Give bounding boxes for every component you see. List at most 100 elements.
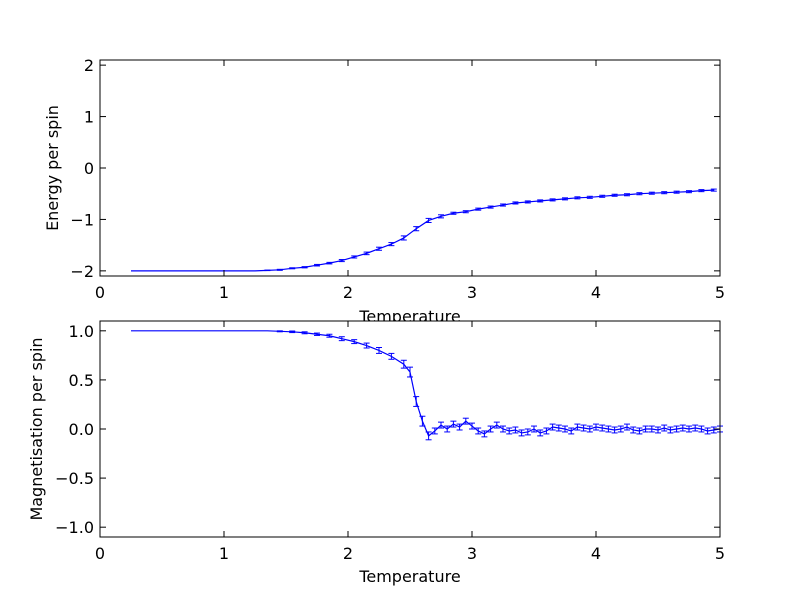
energy-data-point bbox=[438, 214, 444, 219]
magnetisation-data-point bbox=[456, 423, 463, 431]
energy-data-point bbox=[524, 200, 531, 204]
magnetisation-data-point bbox=[518, 429, 525, 437]
magnetisation-data-point bbox=[413, 396, 420, 407]
magnetisation-data-point bbox=[549, 423, 556, 431]
energy-y-tick-label: 2 bbox=[84, 56, 94, 75]
magnetisation-data-point bbox=[673, 425, 680, 433]
magnetisation-data-point bbox=[661, 424, 668, 432]
energy-x-tick-label: 4 bbox=[591, 283, 601, 302]
magnetisation-data-point bbox=[363, 342, 370, 349]
magnetisation-data-point bbox=[568, 427, 575, 435]
magnetisation-data-point bbox=[314, 332, 320, 336]
magnetisation-series bbox=[131, 330, 723, 441]
magnetisation-data-point bbox=[438, 421, 444, 429]
magnetisation-plot-frame bbox=[99, 320, 721, 538]
energy-y-tick-label: 1 bbox=[84, 108, 94, 127]
energy-plot-frame bbox=[99, 59, 721, 277]
magnetisation-data-point bbox=[419, 415, 426, 427]
magnetisation-data-point bbox=[444, 425, 451, 433]
magnetisation-data-point bbox=[611, 426, 618, 434]
magnetisation-data-point bbox=[450, 420, 457, 428]
magnetisation-data-point bbox=[655, 426, 661, 434]
magnetisation-data-point bbox=[537, 429, 544, 437]
magnetisation-y-tick-label: −0.5 bbox=[55, 469, 94, 488]
magnetisation-x-tick-label: 3 bbox=[467, 544, 477, 563]
energy-data-point bbox=[624, 193, 630, 197]
energy-data-point bbox=[363, 251, 370, 256]
energy-data-point bbox=[673, 190, 680, 194]
magnetisation-data-point bbox=[493, 421, 500, 429]
energy-data-point bbox=[326, 261, 333, 265]
energy-data-point bbox=[512, 201, 519, 205]
magnetisation-data-point bbox=[543, 427, 550, 435]
energy-data-point bbox=[351, 255, 358, 259]
magnetisation-ticks: 0 1 2 3 4 5 1.0 0.5 0.0 −0.5 −1.0 bbox=[55, 321, 725, 563]
energy-y-tick-label: −2 bbox=[70, 262, 94, 281]
energy-y-axis-label: Energy per spin bbox=[43, 105, 62, 231]
magnetisation-data-point bbox=[624, 423, 630, 431]
magnetisation-x-tick-label: 2 bbox=[343, 544, 353, 563]
magnetisation-data-point bbox=[642, 425, 649, 433]
magnetisation-data-point bbox=[500, 425, 506, 433]
magnetisation-data-point bbox=[475, 427, 482, 435]
magnetisation-panel: 0 1 2 3 4 5 1.0 0.5 0.0 −0.5 −1.0 Temperature Magn… bbox=[27, 320, 725, 586]
magnetisation-data-point bbox=[326, 333, 333, 338]
magnetisation-data-point bbox=[469, 422, 475, 430]
magnetisation-data-point bbox=[407, 366, 413, 378]
magnetisation-data-point bbox=[400, 359, 407, 369]
energy-data-point bbox=[574, 196, 581, 200]
magnetisation-x-axis-label: Temperature bbox=[358, 567, 460, 586]
magnetisation-y-tick-label: −1.0 bbox=[55, 518, 94, 537]
energy-x-tick-label: 0 bbox=[95, 283, 105, 302]
magnetisation-data-point bbox=[617, 425, 624, 433]
magnetisation-data-point bbox=[679, 424, 686, 432]
magnetisation-data-point bbox=[524, 428, 531, 436]
energy-data-point bbox=[648, 191, 655, 195]
magnetisation-data-point bbox=[376, 347, 382, 354]
energy-plot-area bbox=[100, 60, 720, 276]
magnetisation-data-point bbox=[531, 425, 537, 433]
energy-data-point bbox=[710, 188, 717, 192]
energy-x-tick-label: 5 bbox=[715, 283, 725, 302]
energy-series bbox=[131, 188, 717, 272]
energy-series-line bbox=[131, 189, 714, 272]
energy-data-point bbox=[500, 203, 506, 207]
magnetisation-data-point bbox=[599, 424, 606, 432]
magnetisation-data-point bbox=[338, 336, 345, 342]
energy-data-point bbox=[586, 195, 593, 199]
energy-data-point bbox=[636, 192, 643, 196]
magnetisation-data-point bbox=[462, 417, 469, 425]
magnetisation-y-tick-label: 1.0 bbox=[69, 322, 94, 341]
magnetisation-data-point bbox=[667, 426, 674, 434]
magnetisation-y-tick-label: 0.5 bbox=[69, 371, 94, 390]
magnetisation-y-axis-label: Magnetisation per spin bbox=[27, 337, 46, 520]
energy-data-point bbox=[400, 235, 407, 241]
magnetisation-data-point bbox=[431, 427, 438, 435]
energy-data-point bbox=[376, 246, 382, 251]
energy-data-point bbox=[314, 263, 320, 267]
magnetisation-x-tick-label: 4 bbox=[591, 544, 601, 563]
magnetisation-data-point bbox=[574, 423, 581, 431]
energy-data-point bbox=[475, 207, 482, 211]
magnetisation-data-point bbox=[710, 426, 717, 434]
energy-data-point bbox=[599, 194, 606, 198]
energy-data-point bbox=[562, 197, 568, 201]
magnetisation-x-tick-label: 0 bbox=[95, 544, 105, 563]
energy-data-point bbox=[264, 269, 271, 272]
energy-y-tick-label: −1 bbox=[70, 210, 94, 229]
energy-data-point bbox=[549, 198, 556, 202]
magnetisation-data-point bbox=[648, 425, 655, 433]
magnetisation-x-tick-label: 1 bbox=[219, 544, 229, 563]
energy-data-point bbox=[462, 210, 469, 214]
energy-x-tick-label: 1 bbox=[219, 283, 229, 302]
energy-data-point bbox=[661, 191, 668, 195]
magnetisation-data-point bbox=[289, 330, 296, 334]
energy-data-point bbox=[276, 268, 283, 271]
magnetisation-data-point bbox=[301, 331, 308, 335]
magnetisation-data-point bbox=[580, 424, 587, 432]
magnetisation-data-point bbox=[425, 431, 432, 441]
magnetisation-data-point bbox=[351, 339, 358, 345]
energy-data-point bbox=[301, 266, 308, 269]
